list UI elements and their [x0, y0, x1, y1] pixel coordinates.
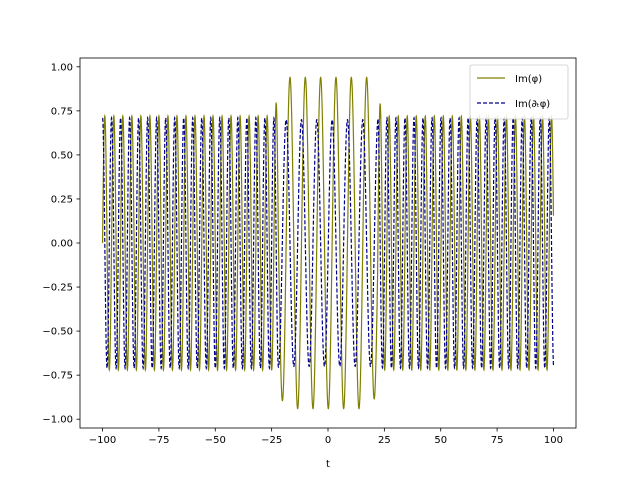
x-tick-label: 0: [325, 435, 331, 446]
x-tick-label: 50: [434, 435, 447, 446]
x-tick-label: −75: [148, 435, 169, 446]
x-tick-label: −50: [205, 435, 226, 446]
x-tick-label: −25: [261, 435, 282, 446]
legend-label-im-phi: Im(φ): [515, 74, 542, 85]
y-tick-label: 0.25: [51, 194, 73, 205]
y-tick-label: −0.75: [42, 371, 73, 382]
x-tick-label: 100: [544, 435, 563, 446]
y-tick-label: −1.00: [42, 415, 73, 426]
x-tick-label: 75: [491, 435, 504, 446]
y-tick-label: 0.50: [51, 150, 73, 161]
x-axis-label: t: [326, 459, 330, 470]
y-tick-label: 0.00: [51, 239, 73, 250]
x-tick-label: −100: [89, 435, 116, 446]
y-tick-label: −0.25: [42, 283, 73, 294]
x-tick-label: 25: [378, 435, 391, 446]
y-tick-label: 0.75: [51, 106, 73, 117]
y-tick-label: −0.50: [42, 327, 73, 338]
y-tick-label: 1.00: [51, 62, 73, 73]
legend-label-im-dt-phi: Im(∂ₜφ): [515, 99, 550, 110]
legend: Im(φ) Im(∂ₜφ): [470, 65, 568, 119]
